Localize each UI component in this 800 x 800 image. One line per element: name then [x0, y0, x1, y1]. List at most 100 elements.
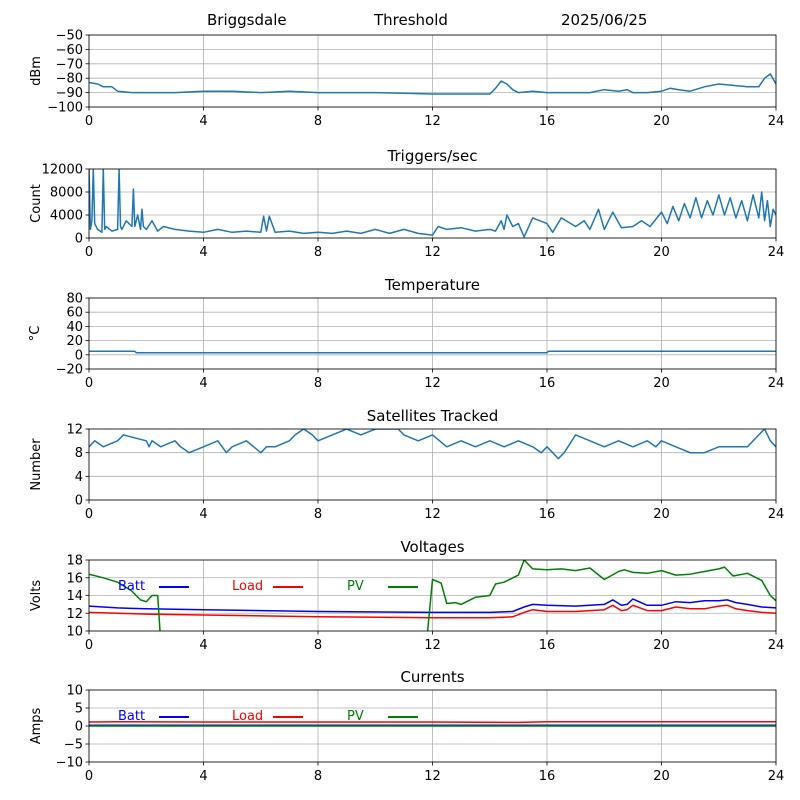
- station-name: Briggsdale: [207, 11, 287, 29]
- x-tick-label: 4: [199, 507, 207, 522]
- y-tick-label: −10: [56, 756, 83, 771]
- x-tick-label: 16: [539, 507, 556, 522]
- x-tick-label: 4: [199, 769, 207, 784]
- y-tick-label: 5: [75, 702, 83, 717]
- x-tick-label: 0: [85, 245, 93, 260]
- y-tick-label: −60: [56, 43, 83, 58]
- x-tick-label: 20: [653, 114, 670, 129]
- y-tick-label: −50: [56, 29, 83, 44]
- y-axis-label: Count: [29, 184, 44, 223]
- x-tick-label: 20: [653, 245, 670, 260]
- x-tick-label: 0: [85, 376, 93, 391]
- x-tick-label: 16: [539, 638, 556, 653]
- date-label: 2025/06/25: [561, 11, 648, 29]
- x-tick-label: 24: [768, 769, 785, 784]
- series-line-pv: [89, 560, 776, 631]
- chart-4: 0 4 8 12 16 20 24 0 4 8 12 Satellites Tracked Number: [29, 407, 784, 522]
- chart-title: Satellites Tracked: [367, 407, 498, 425]
- x-tick-label: 8: [314, 376, 322, 391]
- y-tick-label: 12: [66, 607, 83, 622]
- x-tick-label: 24: [768, 114, 785, 129]
- y-axis-label: °C: [28, 326, 43, 342]
- x-tick-label: 12: [424, 769, 441, 784]
- y-tick-label: 20: [66, 334, 83, 349]
- y-tick-label: 60: [66, 306, 83, 321]
- x-tick-label: 16: [539, 245, 556, 260]
- x-tick-label: 8: [314, 114, 322, 129]
- chart-title: Currents: [400, 668, 464, 686]
- y-tick-label: 16: [66, 571, 83, 586]
- y-tick-label: 18: [66, 554, 83, 569]
- series-line-batt: [89, 598, 776, 614]
- y-tick-label: 40: [66, 320, 83, 335]
- x-tick-label: 0: [85, 507, 93, 522]
- y-tick-label: 12: [66, 423, 83, 438]
- y-axis-label: Volts: [29, 580, 44, 612]
- y-tick-label: 4: [75, 470, 83, 485]
- x-tick-label: 0: [85, 769, 93, 784]
- legend-label-load: Load: [232, 709, 263, 724]
- x-tick-label: 24: [768, 376, 785, 391]
- metric-name: Threshold: [374, 11, 448, 29]
- x-tick-label: 20: [653, 507, 670, 522]
- y-tick-label: −5: [64, 738, 83, 753]
- y-tick-label: 0: [75, 494, 83, 509]
- x-tick-label: 24: [768, 638, 785, 653]
- chart-title: Triggers/sec: [387, 147, 478, 165]
- x-tick-label: 12: [424, 114, 441, 129]
- legend-label-pv: PV: [347, 709, 364, 724]
- x-tick-label: 4: [199, 638, 207, 653]
- x-tick-label: 8: [314, 769, 322, 784]
- x-tick-label: 0: [85, 114, 93, 129]
- y-tick-label: 0: [75, 720, 83, 735]
- y-tick-label: 12000: [42, 163, 83, 178]
- x-tick-label: 20: [653, 638, 670, 653]
- series-line-load: [89, 720, 776, 724]
- x-tick-label: 24: [768, 245, 785, 260]
- series-line-main: [89, 73, 776, 95]
- x-tick-label: 12: [424, 245, 441, 260]
- y-tick-label: 8000: [50, 186, 83, 201]
- x-tick-label: 20: [653, 769, 670, 784]
- y-tick-label: 4000: [50, 209, 83, 224]
- x-tick-label: 12: [424, 376, 441, 391]
- x-tick-label: 0: [85, 638, 93, 653]
- y-axis-label: Amps: [29, 707, 44, 744]
- legend-label-load: Load: [232, 579, 263, 594]
- y-tick-label: 10: [66, 625, 83, 640]
- chart-1: 0 4 8 12 16 20 24 −100−90−80−70−60−50 dBm: [29, 29, 784, 130]
- chart-title: Voltages: [400, 538, 464, 556]
- legend-label-batt: Batt: [118, 579, 145, 594]
- series-line-load: [89, 604, 776, 619]
- x-tick-label: 12: [424, 638, 441, 653]
- series-line-main: [89, 350, 776, 354]
- x-tick-label: 16: [539, 376, 556, 391]
- y-tick-label: 0: [75, 348, 83, 363]
- chart-6: 0 4 8 12 16 20 24 −10 −5 0 5 10 Currents Amps Batt Load…: [29, 668, 784, 784]
- legend-label-batt: Batt: [118, 709, 145, 724]
- chart-2: 0 4 8 12 16 20 24 0 4000 8000 12000 Triggers/sec Cou…: [29, 147, 784, 260]
- x-tick-label: 24: [768, 507, 785, 522]
- y-tick-label: −20: [56, 363, 83, 378]
- chart-5: 0 4 8 12 16 20 24 10 12 14 16 18 Voltages Volts Batt Lo…: [29, 538, 784, 653]
- x-tick-label: 4: [199, 114, 207, 129]
- x-tick-label: 20: [653, 376, 670, 391]
- y-tick-label: 80: [66, 292, 83, 307]
- y-tick-label: 14: [66, 589, 83, 604]
- y-tick-label: −70: [56, 57, 83, 72]
- x-tick-label: 12: [424, 507, 441, 522]
- y-tick-label: 10: [66, 684, 83, 699]
- series-line-main: [89, 429, 776, 460]
- series-line-main: [89, 169, 776, 238]
- legend-label-pv: PV: [347, 579, 364, 594]
- x-tick-label: 8: [314, 507, 322, 522]
- x-tick-label: 4: [199, 245, 207, 260]
- y-tick-label: −90: [56, 86, 83, 101]
- x-tick-label: 4: [199, 376, 207, 391]
- y-tick-label: 8: [75, 446, 83, 461]
- y-tick-label: −80: [56, 72, 83, 87]
- x-tick-label: 16: [539, 769, 556, 784]
- y-tick-label: −100: [47, 101, 83, 116]
- chart-title: Temperature: [384, 276, 480, 294]
